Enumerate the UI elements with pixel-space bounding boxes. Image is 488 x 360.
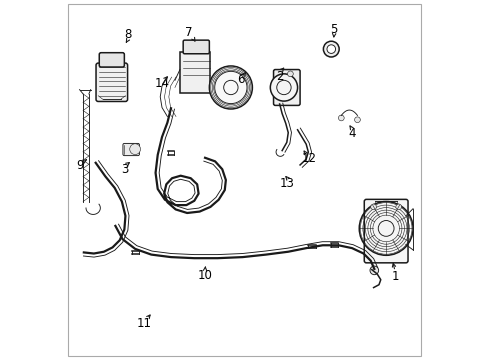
- Circle shape: [326, 45, 335, 53]
- FancyBboxPatch shape: [364, 199, 407, 263]
- Circle shape: [270, 74, 297, 101]
- Text: 3: 3: [121, 163, 128, 176]
- Text: 14: 14: [154, 77, 169, 90]
- Circle shape: [209, 66, 252, 109]
- Circle shape: [354, 117, 360, 123]
- Text: 6: 6: [237, 73, 244, 86]
- Circle shape: [370, 204, 376, 210]
- Text: 9: 9: [76, 159, 83, 172]
- Text: 5: 5: [330, 23, 337, 36]
- Text: 8: 8: [124, 28, 131, 41]
- Text: 2: 2: [276, 69, 284, 82]
- Circle shape: [395, 204, 401, 210]
- FancyBboxPatch shape: [273, 69, 300, 105]
- Text: 7: 7: [185, 27, 192, 40]
- FancyBboxPatch shape: [122, 143, 139, 156]
- Text: 4: 4: [347, 127, 355, 140]
- Circle shape: [323, 41, 339, 57]
- Text: 10: 10: [197, 269, 212, 282]
- Text: 11: 11: [136, 317, 151, 330]
- FancyBboxPatch shape: [99, 53, 124, 67]
- Text: 1: 1: [390, 270, 398, 283]
- Circle shape: [338, 115, 344, 121]
- FancyBboxPatch shape: [96, 63, 127, 102]
- Circle shape: [287, 71, 293, 77]
- Text: 12: 12: [301, 152, 316, 165]
- FancyBboxPatch shape: [180, 51, 210, 93]
- Circle shape: [369, 266, 378, 275]
- Circle shape: [129, 144, 140, 154]
- Text: 13: 13: [280, 177, 294, 190]
- FancyBboxPatch shape: [183, 40, 209, 54]
